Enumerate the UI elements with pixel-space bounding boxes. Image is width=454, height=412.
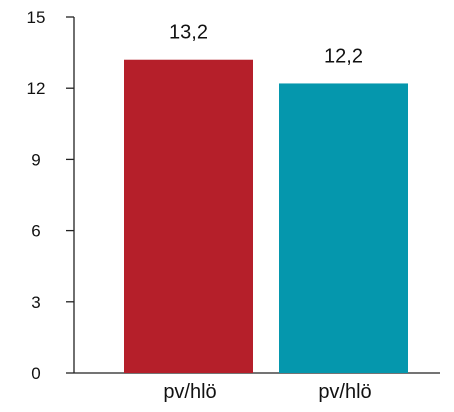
bar-2 — [279, 83, 408, 373]
category-label-2: pv/hlö — [318, 381, 371, 403]
y-tick-label: 9 — [31, 150, 40, 169]
category-label-1: pv/hlö — [163, 381, 216, 403]
y-tick-label: 15 — [27, 8, 46, 27]
y-tick-label: 3 — [31, 293, 40, 312]
category-labels: pv/hlö pv/hlö — [163, 381, 371, 403]
data-label-2: 12,2 — [324, 45, 363, 67]
y-tick-label: 6 — [31, 222, 40, 241]
y-tick-label: 0 — [31, 364, 40, 383]
data-labels: 13,2 12,2 — [169, 22, 363, 68]
bars — [124, 59, 408, 373]
bar-1 — [124, 59, 253, 373]
data-label-1: 13,2 — [169, 22, 208, 44]
y-tick-label: 12 — [27, 79, 46, 98]
